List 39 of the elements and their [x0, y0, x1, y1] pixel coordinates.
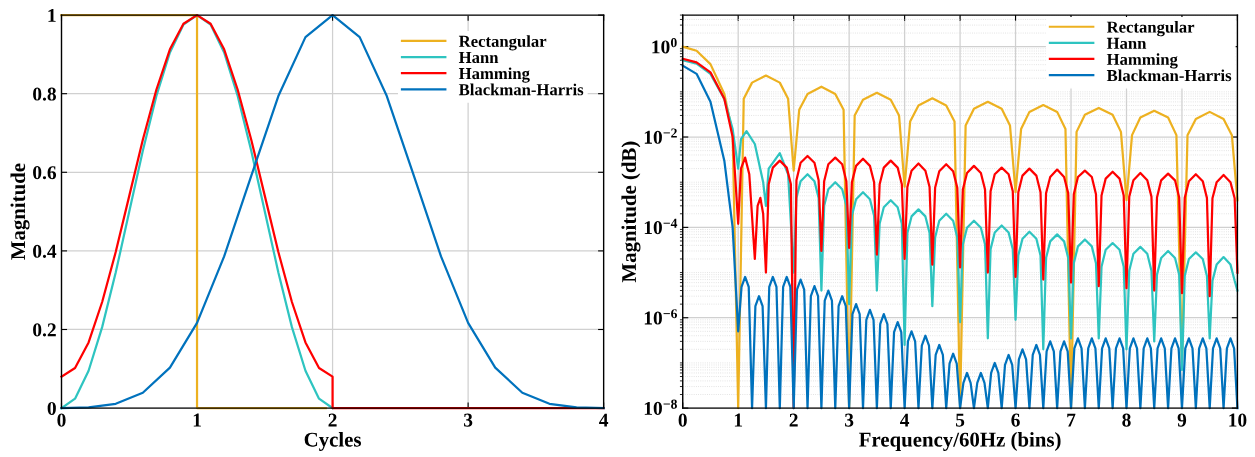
y-tick-label: 0 [47, 401, 56, 416]
y-axis-title: Magnitude (dB) [621, 141, 641, 283]
x-tick-label: 0 [678, 413, 687, 427]
x-tick-label: 8 [1122, 413, 1131, 427]
x-tick-label: 9 [1177, 413, 1187, 427]
legend-label: Hann [458, 52, 499, 64]
x-tick-label: 2 [328, 413, 337, 427]
legend-label: Rectangular [1106, 21, 1195, 37]
legend-label: Rectangular [458, 35, 547, 51]
x-tick-label: 4 [900, 413, 910, 427]
x-tick-label: 6 [1011, 413, 1020, 427]
y-tick-label: 10$^{−4}$ [644, 218, 678, 235]
legend-label: Blackman-Harris [1106, 69, 1232, 82]
x-tick-label: 2 [789, 413, 798, 427]
x-tick-label: 4 [599, 413, 609, 427]
legend-label: Hann [1106, 37, 1147, 49]
x-tick-label: 1 [193, 413, 201, 427]
x-tick-label: 3 [845, 413, 854, 427]
y-tick-label: 0.6 [33, 166, 57, 180]
y-tick-label: 0.2 [33, 323, 56, 337]
x-tick-label: 5 [955, 413, 965, 427]
y-tick-label: 0.8 [33, 87, 56, 101]
y-tick-label: 10$^{−6}$ [644, 309, 678, 325]
y-tick-label: 0.4 [33, 244, 57, 258]
y-tick-label: 1 [48, 8, 56, 22]
x-axis-title: Cycles [304, 431, 361, 451]
y-tick-label: 10$^{−8}$ [644, 399, 677, 415]
legend-label: Blackman-Harris [458, 83, 584, 96]
y-tick-label: 10$^{0}$ [652, 38, 677, 54]
x-tick-label: 10 [1229, 413, 1247, 427]
x-tick-label: 1 [734, 413, 743, 427]
y-tick-label: 10$^{−2}$ [644, 128, 677, 144]
x-axis-title: Frequency/60Hz (bins) [859, 431, 1061, 451]
x-tick-label: 3 [463, 413, 473, 427]
legend-label: Hamming [458, 67, 530, 83]
x-tick-label: 7 [1067, 413, 1076, 427]
legend-label: Hamming [1106, 53, 1178, 69]
y-axis-title: Magnitude [10, 163, 30, 260]
x-tick-label: 0 [57, 413, 66, 427]
